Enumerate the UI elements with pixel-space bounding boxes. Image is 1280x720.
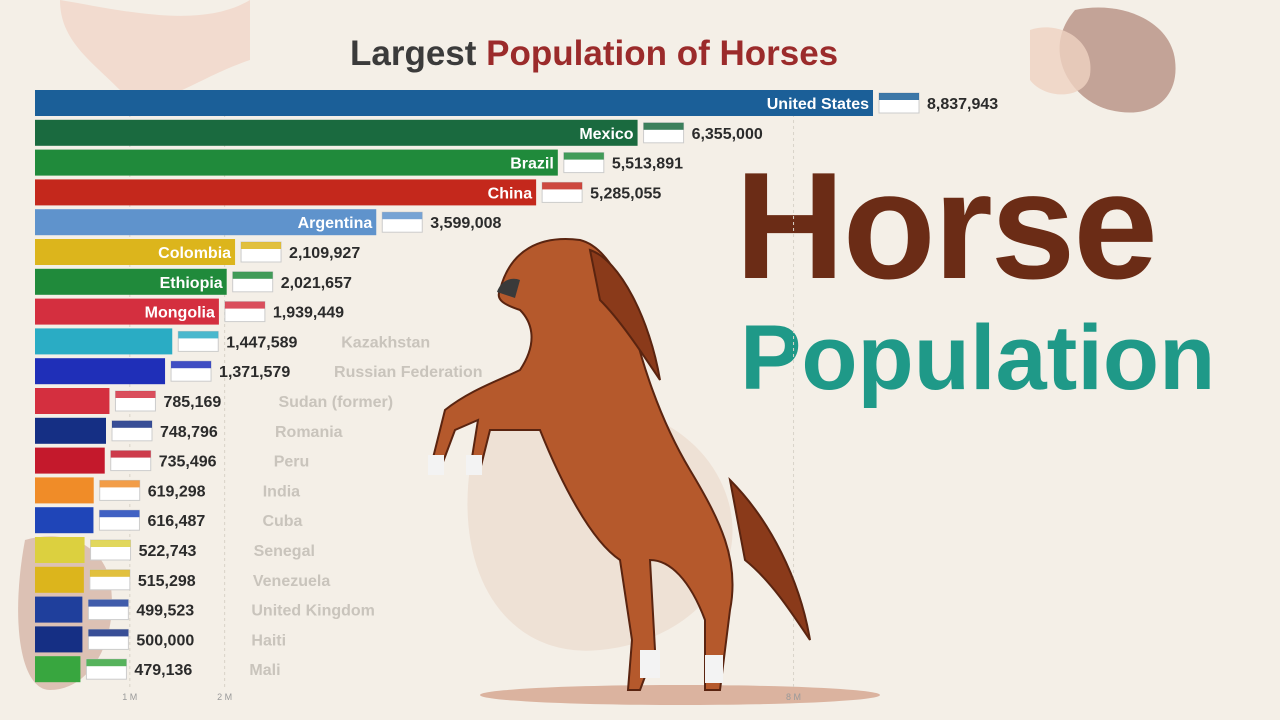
value-label: 3,599,008 [430, 215, 501, 232]
bar [35, 298, 219, 325]
value-label: 500,000 [136, 632, 194, 649]
value-label: 479,136 [134, 662, 192, 679]
flag-stripe [88, 599, 129, 607]
category-label: United Kingdom [251, 603, 375, 620]
bar [35, 477, 94, 504]
category-label: Ethiopia [160, 275, 223, 292]
flag-stripe [178, 331, 219, 339]
value-label: 1,371,579 [219, 364, 290, 381]
title-part-2: Population of Horses [486, 34, 839, 73]
category-label: Haiti [251, 632, 286, 649]
bar [35, 507, 94, 534]
bar [35, 626, 83, 653]
bar [35, 149, 558, 176]
category-label: Mongolia [145, 305, 215, 322]
category-label: Peru [274, 454, 310, 471]
flag-stripe [224, 301, 265, 309]
category-label: Sudan (former) [278, 394, 393, 411]
bar [35, 656, 81, 683]
x-tick-label: 1 M [122, 692, 137, 702]
bar [35, 239, 236, 265]
bar [35, 179, 537, 206]
category-label: United States [767, 96, 869, 113]
flag-stripe [542, 182, 583, 190]
category-label: Romania [275, 424, 343, 441]
value-label: 2,021,657 [281, 275, 352, 292]
value-label: 1,939,449 [273, 305, 344, 322]
flag-stripe [99, 510, 140, 518]
bar [35, 328, 173, 355]
value-label: 616,487 [147, 513, 205, 530]
flag-stripe [88, 629, 129, 637]
value-label: 2,109,927 [289, 245, 360, 262]
value-label: 1,447,589 [226, 334, 297, 351]
bar [35, 566, 84, 593]
category-label: Mexico [579, 126, 633, 143]
value-label: 748,796 [160, 424, 218, 441]
x-tick-label: 8 M [786, 692, 801, 702]
flag-stripe [232, 271, 273, 279]
category-label: Venezuela [253, 573, 330, 590]
value-label: 522,743 [139, 543, 197, 560]
bar [35, 417, 106, 444]
headline-population: Population [740, 307, 1216, 409]
value-label: 515,298 [138, 573, 196, 590]
bar [35, 90, 873, 116]
bar [35, 388, 110, 414]
flag-stripe [241, 242, 282, 249]
flag-stripe [110, 450, 151, 458]
bar [35, 119, 638, 146]
bar [35, 537, 85, 563]
headline-horse: Horse [735, 141, 1158, 311]
flag-stripe [111, 420, 152, 428]
value-label: 8,837,943 [927, 96, 998, 113]
flag-stripe [563, 152, 604, 160]
flag-stripe [89, 569, 130, 577]
category-label: China [488, 185, 533, 202]
category-label: Brazil [510, 156, 554, 173]
flag-stripe [643, 122, 684, 130]
category-label: India [263, 483, 300, 500]
flag-stripe [99, 480, 140, 488]
bar [35, 209, 377, 236]
bar [35, 268, 227, 295]
flag-stripe [171, 361, 212, 369]
title-part-1: Largest [350, 34, 477, 73]
category-label: Mali [249, 662, 280, 679]
bar [35, 358, 166, 385]
category-label: Russian Federation [334, 364, 482, 381]
category-label: Argentina [298, 215, 373, 232]
bar [35, 596, 83, 623]
value-label: 5,513,891 [612, 156, 683, 173]
value-label: 6,355,000 [692, 126, 763, 143]
value-label: 735,496 [159, 454, 217, 471]
flag-stripe [90, 540, 131, 547]
value-label: 619,298 [148, 483, 206, 500]
flag-stripe [382, 212, 423, 220]
flag-stripe [879, 93, 919, 100]
flag-stripe [115, 391, 156, 398]
x-tick-label: 2 M [217, 692, 232, 702]
category-label: Kazakhstan [341, 334, 430, 351]
value-label: 785,169 [163, 394, 221, 411]
flag-stripe [86, 659, 127, 667]
chart-title: Largest Population of Horses [350, 34, 970, 74]
value-label: 5,285,055 [590, 185, 661, 202]
category-label: Senegal [254, 543, 315, 560]
category-label: Colombia [158, 245, 231, 262]
category-label: Cuba [262, 513, 302, 530]
bar [35, 447, 105, 474]
value-label: 499,523 [136, 603, 194, 620]
